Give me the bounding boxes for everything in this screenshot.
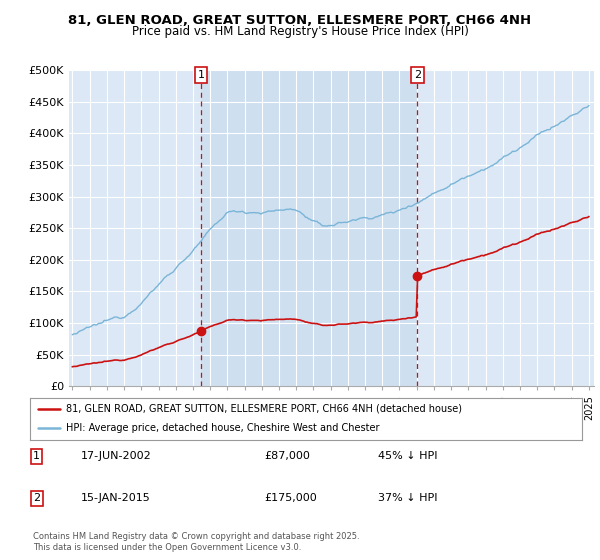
Text: £175,000: £175,000 xyxy=(264,493,317,503)
Text: Contains HM Land Registry data © Crown copyright and database right 2025.
This d: Contains HM Land Registry data © Crown c… xyxy=(33,532,359,552)
Text: 15-JAN-2015: 15-JAN-2015 xyxy=(81,493,151,503)
Bar xyxy=(201,70,418,386)
Text: 17-JUN-2002: 17-JUN-2002 xyxy=(81,451,152,461)
Text: 2: 2 xyxy=(33,493,40,503)
Text: 2: 2 xyxy=(414,70,421,80)
Text: HPI: Average price, detached house, Cheshire West and Chester: HPI: Average price, detached house, Ches… xyxy=(66,423,379,433)
Text: 1: 1 xyxy=(33,451,40,461)
Text: 37% ↓ HPI: 37% ↓ HPI xyxy=(378,493,437,503)
Text: Price paid vs. HM Land Registry's House Price Index (HPI): Price paid vs. HM Land Registry's House … xyxy=(131,25,469,38)
Text: £87,000: £87,000 xyxy=(264,451,310,461)
Text: 81, GLEN ROAD, GREAT SUTTON, ELLESMERE PORT, CH66 4NH (detached house): 81, GLEN ROAD, GREAT SUTTON, ELLESMERE P… xyxy=(66,404,462,414)
Text: 1: 1 xyxy=(197,70,205,80)
Text: 45% ↓ HPI: 45% ↓ HPI xyxy=(378,451,437,461)
Text: 81, GLEN ROAD, GREAT SUTTON, ELLESMERE PORT, CH66 4NH: 81, GLEN ROAD, GREAT SUTTON, ELLESMERE P… xyxy=(68,14,532,27)
